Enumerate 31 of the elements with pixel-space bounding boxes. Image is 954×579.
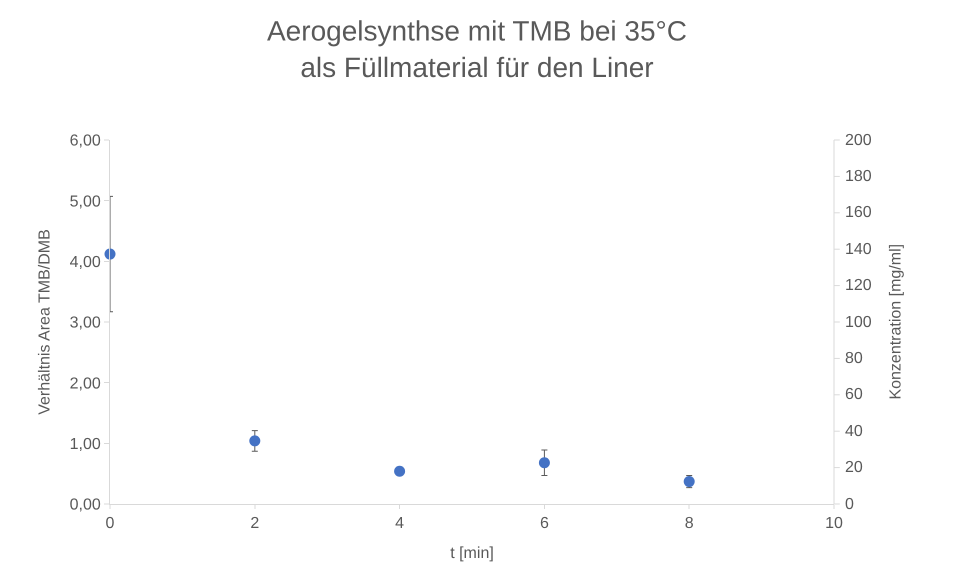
y-tick-label: 1,00 [70, 436, 101, 453]
y2-axis-title: Konzentration [mg/ml] [888, 244, 905, 400]
y-axis-title: Verhältnis Area TMB/DMB [36, 229, 54, 415]
y2-tick-label: 200 [845, 132, 872, 149]
x-tick-label: 0 [106, 515, 115, 532]
y-tick-label: 0,00 [70, 496, 101, 514]
y2-tick-label: 20 [845, 459, 863, 476]
x-tick-label: 10 [825, 515, 843, 532]
point [538, 457, 550, 468]
x-axis-title: t [min] [450, 544, 494, 562]
y-tick-label: 3,00 [70, 314, 101, 332]
y-tick-label: 4,00 [70, 254, 101, 271]
y2-tick-label: 100 [845, 314, 872, 331]
x-tick-label: 6 [540, 515, 549, 532]
y2-tick-label: 180 [845, 168, 872, 185]
y-tick-label: 5,00 [70, 193, 101, 210]
y2-tick-label: 160 [845, 204, 872, 221]
y-tick-label: 2,00 [70, 375, 101, 392]
y2-tick-label: 120 [845, 277, 872, 294]
x-tick-label: 4 [395, 515, 404, 532]
y-tick-label: 6,00 [70, 132, 101, 150]
y2-tick-label: 140 [845, 241, 872, 258]
y2-tick-label: 0 [845, 496, 854, 513]
point [394, 466, 406, 477]
x-tick-label: 2 [250, 515, 260, 532]
y2-tick-label: 60 [845, 386, 863, 403]
x-tick-label: 8 [684, 515, 694, 532]
chart-title: Aerogelsynthse mit TMB bei 35°C als Füllmaterial für den Liner [267, 16, 687, 83]
y2-tick-label: 40 [845, 423, 863, 440]
point [249, 435, 260, 446]
y2-tick-label: 80 [845, 350, 863, 367]
